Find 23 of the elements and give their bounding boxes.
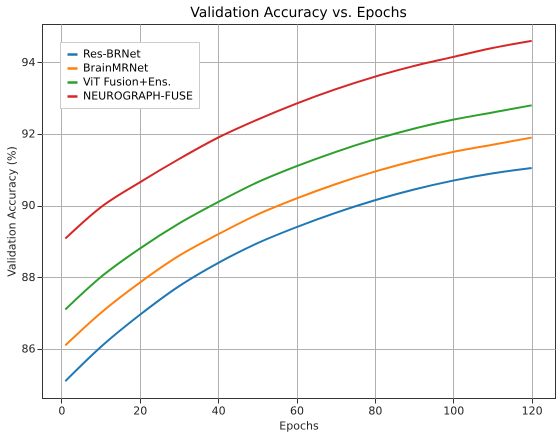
x-tick-label: 100	[443, 404, 464, 418]
y-tick-label: 88	[22, 270, 36, 284]
line-series	[64, 167, 533, 382]
line-series	[64, 136, 533, 346]
line-series	[64, 104, 533, 311]
x-axis-title: Epochs	[279, 420, 319, 432]
legend-label: ViT Fusion+Ens.	[83, 76, 172, 88]
legend-label: NEUROGRAPH-FUSE	[83, 90, 194, 102]
line-series	[64, 40, 533, 240]
y-tick-label: 92	[22, 127, 36, 140]
x-tick-label: 20	[133, 404, 148, 418]
x-tick-label: 40	[212, 404, 226, 418]
y-axis-title: Validation Accuracy (%)	[6, 146, 19, 277]
x-tick-label: 80	[368, 404, 382, 418]
legend-label: BrainMRNet	[83, 62, 149, 74]
y-tick-label: 86	[22, 342, 36, 356]
y-tick-label: 94	[22, 56, 36, 69]
x-tick-label: 120	[522, 404, 543, 418]
y-tick-label: 90	[22, 199, 36, 212]
legend-label: Res-BRNet	[83, 48, 142, 60]
x-tick-label: 0	[58, 404, 66, 418]
x-tick-label: 60	[290, 404, 304, 418]
chart-title: Validation Accuracy vs. Epochs	[190, 5, 407, 21]
